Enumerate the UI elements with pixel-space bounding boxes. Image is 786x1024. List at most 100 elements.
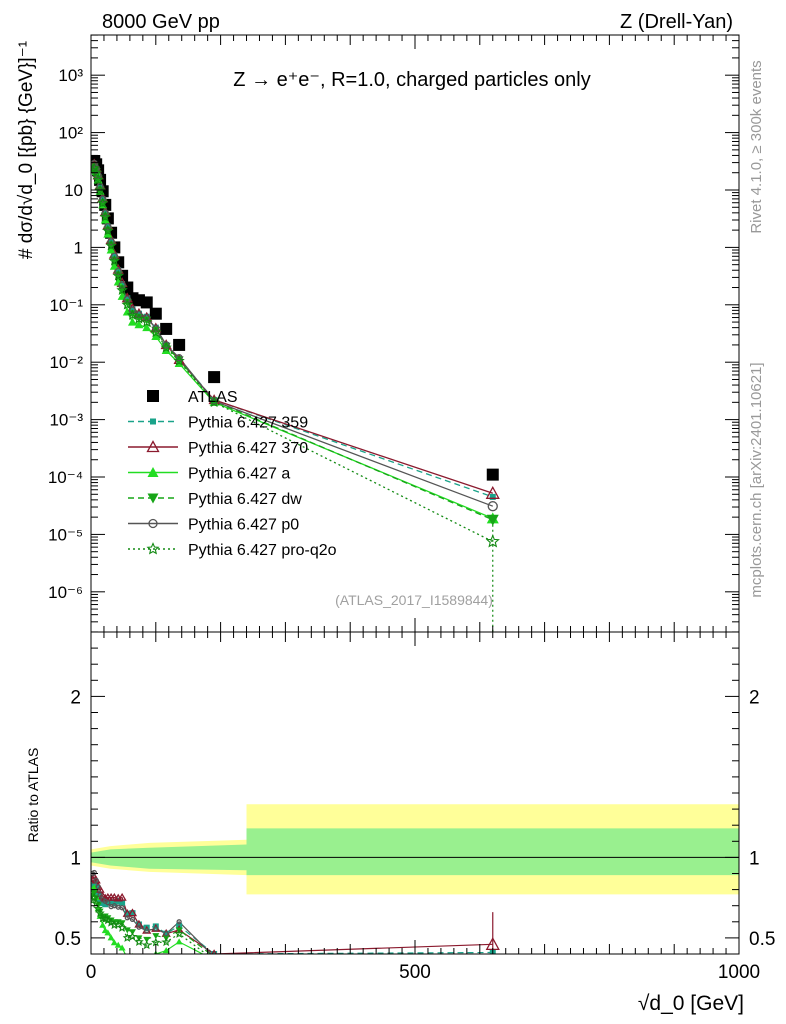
x-tick-label: 500 — [399, 962, 431, 983]
y-tick-label: 10⁻³ — [49, 411, 83, 430]
series-6-point — [108, 255, 120, 266]
series-1-ratio-point — [108, 899, 115, 906]
series-3-ratio-point — [91, 884, 98, 891]
y-tick-label: 10⁻⁵ — [48, 525, 83, 544]
series-1-ratio-point — [129, 910, 136, 917]
legend-label: Pythia 6.427 p0 — [188, 517, 299, 534]
y-tick-label: 10² — [58, 124, 83, 143]
series-5-point — [175, 354, 183, 362]
series-5-ratio-point — [93, 877, 99, 884]
legend-entry: Pythia 6.427 370 — [128, 440, 308, 457]
x-tick-label: 0 — [86, 962, 97, 983]
x-axis-label: √d_0 [GeV] — [638, 992, 744, 1015]
series-6-ratio-point — [93, 903, 103, 913]
series-4-point — [161, 342, 171, 351]
series-6-point — [141, 316, 153, 327]
legend-marker — [146, 542, 160, 555]
series-3-point — [151, 332, 161, 341]
series-5-point — [128, 306, 137, 315]
series-6-ratio-point — [134, 936, 144, 947]
series-6-ratio-point — [142, 940, 152, 950]
series-5-point — [101, 209, 109, 217]
series-6-point — [150, 326, 162, 338]
series-6-point — [126, 309, 139, 320]
series-5-ratio-point — [163, 931, 169, 937]
series-5-ratio-point — [176, 919, 182, 925]
ratio-tick-label: 2 — [749, 687, 760, 708]
series-5-ratio-point — [91, 869, 97, 876]
series-6-point — [97, 197, 109, 208]
series-3-ratio-point — [104, 929, 112, 936]
series-1-point — [489, 493, 496, 500]
series-6-point — [208, 396, 220, 408]
series-5-ratio-point — [129, 916, 136, 922]
series-4-ratio-point — [123, 927, 131, 934]
series-6-point — [160, 341, 172, 353]
series-3-point — [113, 277, 123, 286]
series-5-ratio-point — [488, 969, 497, 978]
series-3-line — [91, 165, 494, 520]
legend-marker — [147, 390, 159, 402]
series-6-point — [91, 162, 100, 173]
series-0-point — [173, 338, 186, 351]
y-tick-label: 10⁻⁶ — [48, 583, 83, 602]
y-tick-label: 10 — [64, 181, 83, 200]
series-6-point — [121, 298, 134, 310]
series-3-ratio-point — [110, 939, 118, 946]
legend-marker — [146, 440, 160, 453]
series-0-point — [208, 371, 221, 384]
series-1-point — [129, 305, 136, 312]
series-5-ratio-point — [119, 905, 125, 911]
legend-label: Pythia 6.427 359 — [188, 415, 308, 432]
series-2-ratio-point — [109, 892, 119, 901]
legend-label: ATLAS — [188, 389, 238, 406]
series-6-point — [173, 355, 185, 366]
series-4-ratio-point — [487, 987, 499, 998]
legend-label: Pythia 6.427 dw — [188, 491, 302, 508]
series-0-point — [486, 468, 499, 481]
series-6-point — [94, 184, 106, 196]
legend-label: Pythia 6.427 a — [188, 466, 290, 483]
series-1-point — [119, 281, 126, 288]
legend-marker — [148, 518, 158, 529]
series-0-point — [140, 296, 153, 309]
y-tick-label: 10³ — [58, 66, 83, 85]
series-6-point — [92, 174, 104, 185]
series-4-ratio-point — [152, 933, 160, 940]
series-6-line — [91, 167, 494, 543]
series-6-ratio-point — [211, 956, 218, 962]
ratio-band-green — [91, 828, 739, 876]
series-1-ratio-point — [104, 899, 111, 906]
series-1-point — [124, 295, 131, 302]
series-3-ratio-point — [124, 955, 131, 961]
series-5-point — [152, 324, 160, 332]
series-6-ratio-point — [95, 908, 105, 918]
series-3-ratio-point — [162, 947, 170, 954]
series-5-ratio-point — [153, 926, 159, 932]
series-3-ratio-line — [91, 886, 204, 954]
energy-label: 8000 GeV pp — [102, 11, 220, 33]
series-6-point — [91, 166, 102, 178]
series-3-ratio-point — [114, 941, 122, 948]
legend-marker — [147, 493, 159, 504]
ratio-tick-label: 0.5 — [55, 929, 81, 950]
series-6-ratio-point — [174, 929, 184, 938]
series-6-ratio-point — [91, 898, 101, 908]
series-3-point — [142, 323, 152, 332]
series-3-point — [127, 317, 137, 326]
series-6-ratio-point — [91, 892, 100, 902]
legend-entry: Pythia 6.427 dw — [128, 491, 302, 508]
series-2-ratio-point — [91, 874, 97, 883]
series-6-point — [102, 224, 114, 236]
series-5-ratio-point — [95, 884, 101, 890]
ratio-tick-label: 1 — [749, 848, 760, 869]
series-2-ratio-point — [134, 919, 144, 928]
legend-entry: ATLAS — [147, 389, 238, 406]
legend-entry: Pythia 6.427 p0 — [128, 517, 299, 534]
series-5-point — [107, 238, 115, 246]
series-4-ratio-point — [143, 936, 151, 943]
series-3-ratio-point — [211, 956, 218, 962]
series-5-point — [99, 195, 107, 203]
series-4-point — [486, 514, 499, 526]
